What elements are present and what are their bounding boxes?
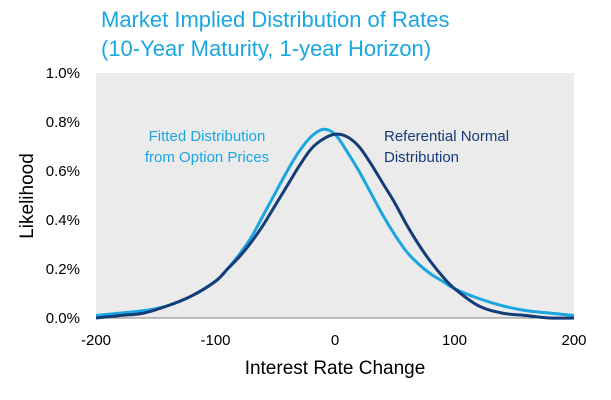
plot-area [96, 73, 574, 318]
x-tick-label: -100 [200, 332, 230, 349]
x-tick-label: 200 [561, 332, 586, 349]
y-tick-label: 0.6% [46, 163, 80, 180]
y-axis-title: Likelihood [17, 153, 38, 239]
referential-normal-line [95, 132, 575, 320]
series-group [95, 127, 575, 320]
normal-annotation-line-1: Referential Normal [384, 128, 509, 145]
fitted-annotation-line-2: from Option Prices [145, 149, 269, 166]
chart-title-line-1: Market Implied Distribution of Rates [101, 7, 449, 32]
x-axis-ticks: -200 -100 0 100 200 [81, 332, 587, 349]
normal-distribution-annotation: Referential Normal Distribution [384, 128, 509, 166]
normal-annotation-line-2: Distribution [384, 149, 459, 166]
fitted-annotation-line-1: Fitted Distribution [149, 128, 266, 145]
y-tick-label: 1.0% [46, 65, 80, 82]
y-axis-ticks: 0.0% 0.2% 0.4% 0.6% 0.8% 1.0% [46, 65, 80, 327]
y-tick-label: 0.2% [46, 261, 80, 278]
chart-title-line-2: (10-Year Maturity, 1-year Horizon) [101, 36, 431, 61]
x-axis-title: Interest Rate Change [245, 358, 426, 379]
y-tick-label: 0.0% [46, 310, 80, 327]
y-tick-label: 0.8% [46, 114, 80, 131]
y-tick-label: 0.4% [46, 212, 80, 229]
fitted-distribution-annotation: Fitted Distribution from Option Prices [145, 128, 269, 166]
x-tick-label: 0 [331, 332, 339, 349]
x-tick-label: 100 [442, 332, 467, 349]
x-tick-label: -200 [81, 332, 111, 349]
